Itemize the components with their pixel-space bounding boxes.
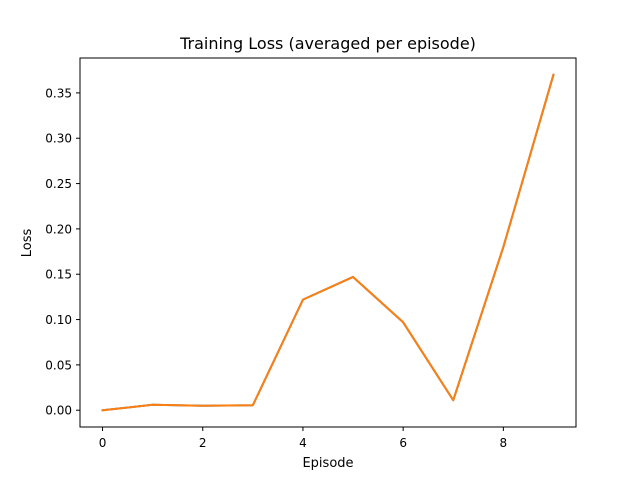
chart-title: Training Loss (averaged per episode) — [179, 34, 476, 53]
y-tick-label: 0.05 — [45, 358, 72, 372]
x-tick-label: 8 — [500, 436, 508, 450]
y-tick-label: 0.25 — [45, 177, 72, 191]
y-tick-label: 0.15 — [45, 268, 72, 282]
y-tick-label: 0.20 — [45, 222, 72, 236]
plot-frame — [79, 57, 577, 428]
x-axis-label: Episode — [302, 456, 353, 471]
y-tick-label: 0.35 — [45, 86, 72, 100]
y-axis-label: Loss — [20, 229, 35, 258]
series-layer — [101, 73, 555, 412]
y-tick-label: 0.10 — [45, 313, 72, 327]
x-tick-label: 2 — [199, 436, 207, 450]
x-axis-ticks: 0 2 4 6 8 — [99, 427, 507, 450]
y-tick-label: 0.00 — [45, 404, 72, 418]
x-tick-label: 0 — [99, 436, 107, 450]
y-tick-label: 0.30 — [45, 132, 72, 146]
series-line-1 — [101, 73, 555, 412]
x-tick-label: 6 — [399, 436, 407, 450]
y-axis-ticks: 0.00 0.05 0.10 0.15 0.20 0.25 0.30 0.35 — [45, 86, 80, 418]
x-tick-label: 4 — [299, 436, 307, 450]
